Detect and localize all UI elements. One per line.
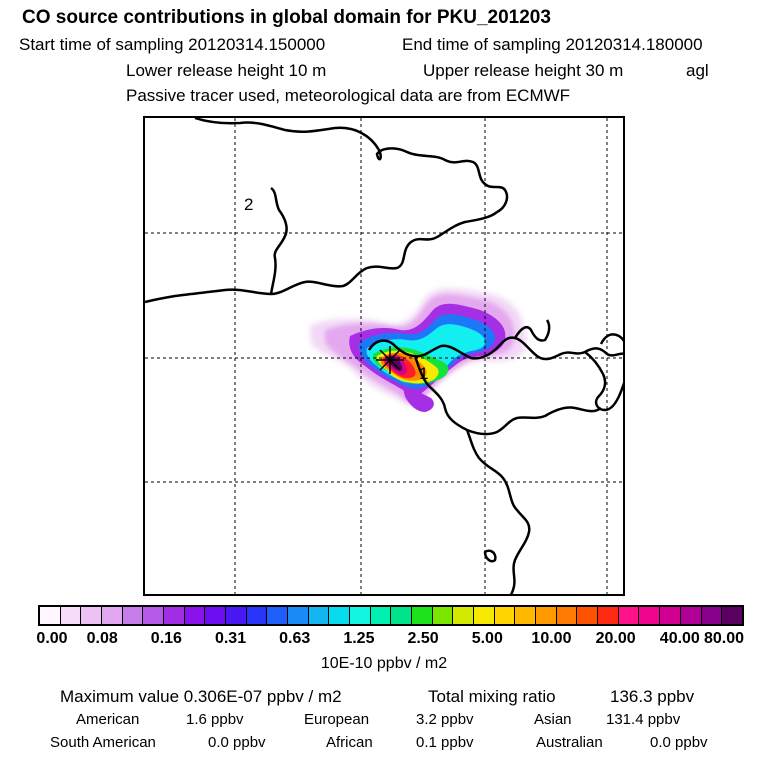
colorbar-swatch (164, 607, 185, 624)
colorbar-swatch (722, 607, 742, 624)
coastline-east-hook (599, 333, 623, 345)
colorbar-swatch (680, 607, 702, 624)
colorbar-swatch (494, 607, 516, 624)
colorbar-units: 10E-10 ppbv / m2 (320, 655, 448, 672)
colorbar-swatch (515, 607, 537, 624)
region-south-american-value: 0.0 ppbv (208, 734, 266, 751)
colorbar-swatch (329, 607, 351, 624)
colorbar-tick-label: 0.16 (150, 630, 182, 647)
region-label-1: 1 (419, 364, 428, 383)
colorbar-legend (38, 605, 744, 626)
colorbar-swatch (412, 607, 433, 624)
colorbar-swatch (40, 607, 61, 624)
colorbar-swatch (639, 607, 661, 624)
region-european-value: 3.2 ppbv (416, 711, 474, 728)
region-asian-value: 131.4 ppbv (606, 711, 681, 728)
colorbar-swatch (660, 607, 681, 624)
colorbar-swatch (370, 607, 392, 624)
coastline-border-west (269, 186, 288, 295)
upper-release-label: Upper release height 30 m (423, 61, 624, 80)
max-value-label: Maximum value 0.306E-07 ppbv / m2 (60, 687, 342, 706)
colorbar-swatch (432, 607, 454, 624)
colorbar-swatch (350, 607, 371, 624)
agl-label: agl (686, 61, 709, 80)
colorbar-tick-label: 1.25 (343, 630, 375, 647)
coastline-gulf (367, 336, 623, 361)
colorbar-swatch (288, 607, 309, 624)
region-american-value: 1.6 ppbv (186, 711, 244, 728)
colorbar-swatch (205, 607, 227, 624)
colorbar-swatch (701, 607, 723, 624)
colorbar-tick-label: 0.08 (86, 630, 118, 647)
region-label-2: 2 (244, 195, 253, 214)
colorbar-swatch (102, 607, 123, 624)
coastline-south (465, 429, 531, 594)
colorbar-swatch (474, 607, 495, 624)
region-american-name: American (76, 711, 140, 728)
colorbar-swatch (226, 607, 247, 624)
plume-layer-lower (404, 386, 434, 412)
region-australian-value: 0.0 ppbv (650, 734, 708, 751)
end-time-label: End time of sampling 20120314.180000 (402, 35, 703, 54)
map-canvas: 2 1 (145, 118, 623, 594)
region-african-value: 0.1 ppbv (416, 734, 474, 751)
colorbar-swatch (556, 607, 578, 624)
region-european-name: European (304, 711, 370, 728)
colorbar-swatch (267, 607, 289, 624)
colorbar-swatch (618, 607, 640, 624)
region-australian-name: Australian (536, 734, 603, 751)
coastline-peninsula-north (513, 319, 551, 342)
colorbar-swatch (122, 607, 144, 624)
region-asian-name: Asian (534, 711, 572, 728)
colorbar-tick-label: 10.00 (531, 630, 572, 647)
colorbar-swatch (391, 607, 413, 624)
lower-release-label: Lower release height 10 m (126, 61, 327, 80)
total-mixing-value: 136.3 ppbv (610, 687, 695, 706)
map-coastlines (145, 118, 623, 594)
tracer-note: Passive tracer used, meteorological data… (126, 86, 571, 105)
total-mixing-label: Total mixing ratio (428, 687, 556, 706)
colorbar-tick-label: 0.31 (214, 630, 247, 647)
colorbar-tick-label: 80.00 (703, 630, 745, 647)
colorbar-swatch (577, 607, 599, 624)
coastline-east-land (584, 351, 623, 412)
release-site-marker (376, 346, 404, 374)
colorbar-swatch (81, 607, 103, 624)
colorbar-swatch (60, 607, 82, 624)
plot-title: CO source contributions in global domain… (22, 7, 551, 28)
region-african-name: African (326, 734, 373, 751)
colorbar-tick-label: 20.00 (595, 630, 636, 647)
region-south-american-name: South American (50, 734, 156, 751)
colorbar-swatch (536, 607, 557, 624)
colorbar-swatch (598, 607, 619, 624)
colorbar-tick-label: 5.00 (471, 630, 503, 647)
coastline-top (194, 118, 509, 214)
coastline-border-left (145, 211, 498, 304)
colorbar-tick-label: 2.50 (407, 630, 439, 647)
colorbar-swatch (308, 607, 330, 624)
colorbar-swatch (184, 607, 206, 624)
colorbar-swatch (143, 607, 165, 624)
colorbar-swatch (246, 607, 268, 624)
colorbar-tick-label: 0.63 (279, 630, 311, 647)
map-gridlines (145, 118, 623, 594)
colorbar-tick-label: 0.00 (36, 630, 68, 647)
colorbar-swatch (453, 607, 475, 624)
start-time-label: Start time of sampling 20120314.150000 (19, 35, 326, 54)
coastline-island (483, 549, 497, 563)
colorbar-tick-label: 40.00 (659, 630, 700, 647)
map-panel: 2 1 (143, 116, 625, 596)
coastline-bay (413, 355, 602, 436)
